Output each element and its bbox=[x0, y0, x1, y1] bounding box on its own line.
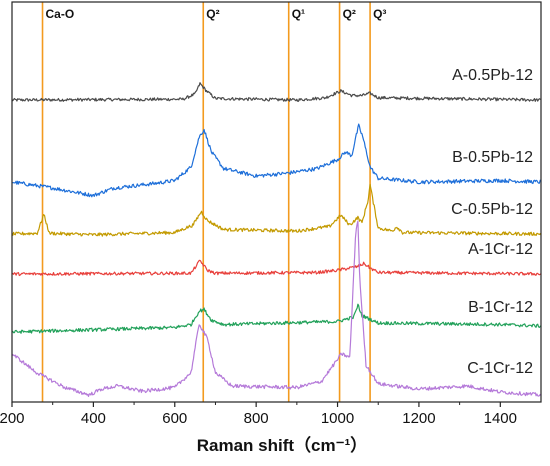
plot-frame bbox=[11, 1, 542, 403]
series-line-2 bbox=[11, 183, 542, 237]
x-axis-ticks: 200 400 600 800 1000 1200 1400 bbox=[0, 402, 517, 427]
x-tick-label-5: 1200 bbox=[402, 410, 435, 427]
series-label-3: A-1Cr-12 bbox=[468, 241, 533, 258]
spectra-traces bbox=[11, 82, 542, 397]
series-label-2: C-0.5Pb-12 bbox=[451, 201, 533, 218]
series-line-5 bbox=[11, 220, 542, 397]
reference-label-0: Ca-O bbox=[46, 7, 75, 21]
reference-label-2: Q¹ bbox=[292, 7, 305, 21]
series-line-4 bbox=[11, 303, 542, 334]
x-tick-label-3: 800 bbox=[244, 410, 269, 427]
series-label-5: C-1Cr-12 bbox=[467, 360, 533, 377]
x-tick-label-4: 1000 bbox=[321, 410, 354, 427]
reference-lines: Ca-O Q² Q¹ Q² Q³ bbox=[41, 2, 386, 402]
reference-label-1: Q² bbox=[206, 7, 219, 21]
series-line-3 bbox=[11, 259, 542, 277]
x-tick-label-6: 1400 bbox=[484, 410, 517, 427]
reference-label-3: Q² bbox=[343, 7, 356, 21]
series-labels: A-0.5Pb-12 B-0.5Pb-12 C-0.5Pb-12 A-1Cr-12 B-… bbox=[451, 67, 533, 377]
x-tick-label-2: 600 bbox=[162, 410, 187, 427]
reference-label-4: Q³ bbox=[373, 7, 386, 21]
series-label-0: A-0.5Pb-12 bbox=[452, 67, 533, 84]
x-axis-title: Raman shift（cm⁻¹） bbox=[197, 435, 368, 455]
series-line-1 bbox=[12, 123, 542, 198]
x-tick-label-0: 200 bbox=[0, 410, 25, 427]
x-tick-label-1: 400 bbox=[81, 410, 106, 427]
series-label-1: B-0.5Pb-12 bbox=[452, 149, 533, 166]
series-label-4: B-1Cr-12 bbox=[468, 299, 533, 316]
series-line-0 bbox=[11, 82, 541, 102]
